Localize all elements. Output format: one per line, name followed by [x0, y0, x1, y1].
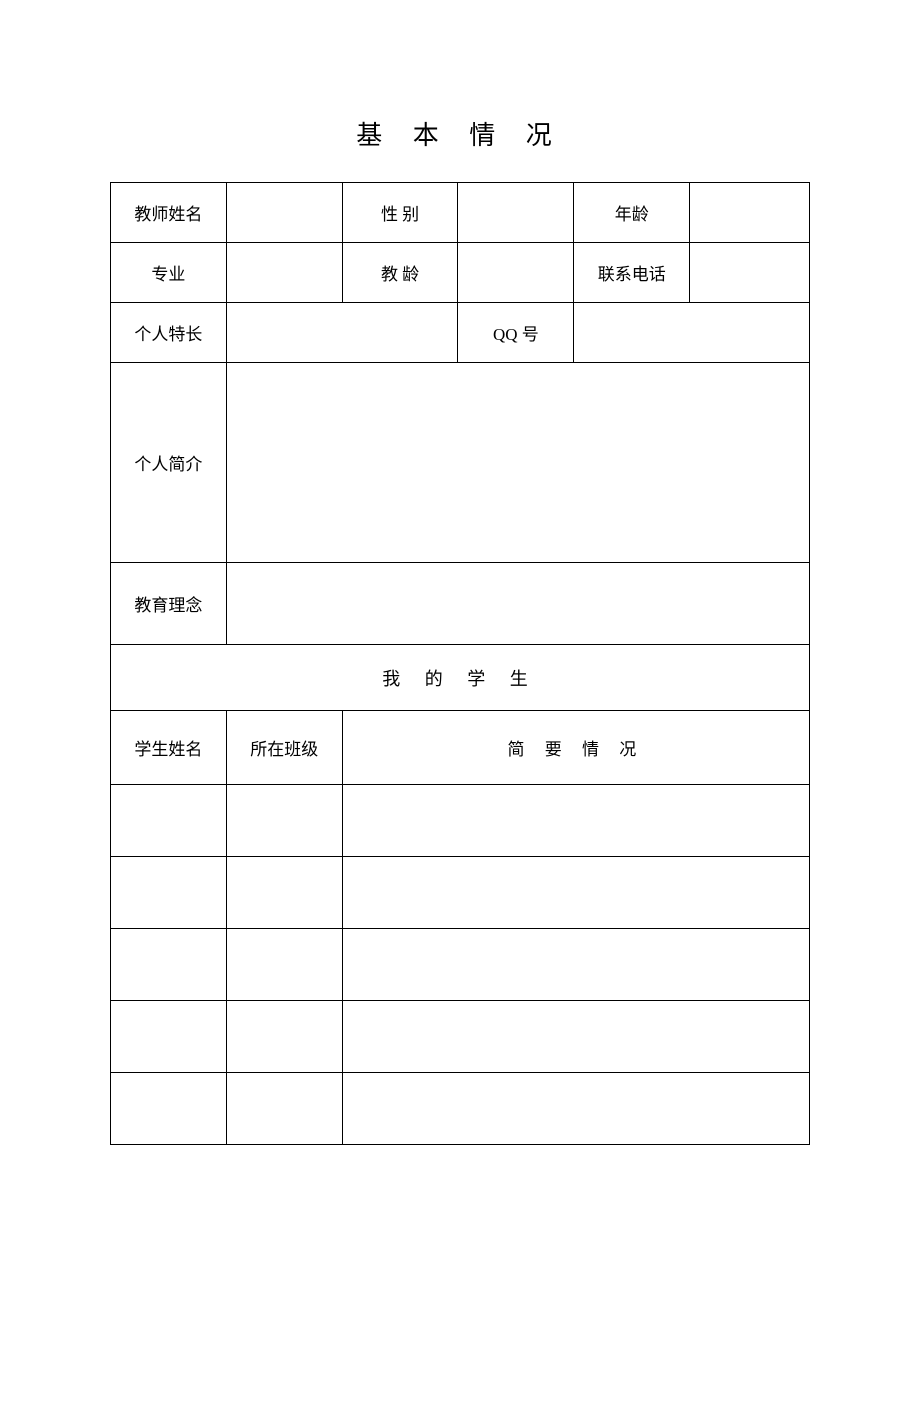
value-student-name[interactable] — [111, 929, 227, 1001]
value-student-class[interactable] — [226, 785, 342, 857]
student-row — [111, 785, 810, 857]
value-student-class[interactable] — [226, 1001, 342, 1073]
label-qq: QQ 号 — [458, 303, 574, 363]
value-age[interactable] — [690, 183, 810, 243]
table-row: 个人简介 — [111, 363, 810, 563]
value-student-name[interactable] — [111, 857, 227, 929]
label-major: 专业 — [111, 243, 227, 303]
student-row — [111, 929, 810, 1001]
value-personal-profile[interactable] — [226, 363, 809, 563]
value-student-brief[interactable] — [342, 1073, 809, 1145]
value-student-brief[interactable] — [342, 785, 809, 857]
section-header-row: 我 的 学 生 — [111, 645, 810, 711]
label-age: 年龄 — [574, 183, 690, 243]
column-header-brief: 简 要 情 况 — [342, 711, 809, 785]
value-qq[interactable] — [574, 303, 810, 363]
section-header-students: 我 的 学 生 — [111, 645, 810, 711]
student-row — [111, 857, 810, 929]
value-teacher-name[interactable] — [226, 183, 342, 243]
label-phone: 联系电话 — [574, 243, 690, 303]
value-education-philosophy[interactable] — [226, 563, 809, 645]
value-personal-specialty[interactable] — [226, 303, 458, 363]
label-gender: 性 别 — [342, 183, 458, 243]
label-teacher-name: 教师姓名 — [111, 183, 227, 243]
page-title: 基 本 情 况 — [0, 115, 920, 152]
table-row: 个人特长 QQ 号 — [111, 303, 810, 363]
student-header-row: 学生姓名 所在班级 简 要 情 况 — [111, 711, 810, 785]
value-student-name[interactable] — [111, 1001, 227, 1073]
value-student-name[interactable] — [111, 785, 227, 857]
table-row: 专业 教 龄 联系电话 — [111, 243, 810, 303]
table-row: 教师姓名 性 别 年龄 — [111, 183, 810, 243]
value-student-brief[interactable] — [342, 929, 809, 1001]
student-row — [111, 1001, 810, 1073]
label-personal-specialty: 个人特长 — [111, 303, 227, 363]
value-student-brief[interactable] — [342, 1001, 809, 1073]
value-major[interactable] — [226, 243, 342, 303]
value-student-brief[interactable] — [342, 857, 809, 929]
value-phone[interactable] — [690, 243, 810, 303]
column-header-class: 所在班级 — [226, 711, 342, 785]
value-teaching-years[interactable] — [458, 243, 574, 303]
value-student-class[interactable] — [226, 1073, 342, 1145]
value-gender[interactable] — [458, 183, 574, 243]
column-header-student-name: 学生姓名 — [111, 711, 227, 785]
value-student-name[interactable] — [111, 1073, 227, 1145]
value-student-class[interactable] — [226, 929, 342, 1001]
table-row: 教育理念 — [111, 563, 810, 645]
basic-info-form-table: 教师姓名 性 别 年龄 专业 教 龄 联系电话 个人特长 QQ 号 个人简介 — [110, 182, 810, 1145]
label-teaching-years: 教 龄 — [342, 243, 458, 303]
value-student-class[interactable] — [226, 857, 342, 929]
student-row — [111, 1073, 810, 1145]
label-education-philosophy: 教育理念 — [111, 563, 227, 645]
label-personal-profile: 个人简介 — [111, 363, 227, 563]
